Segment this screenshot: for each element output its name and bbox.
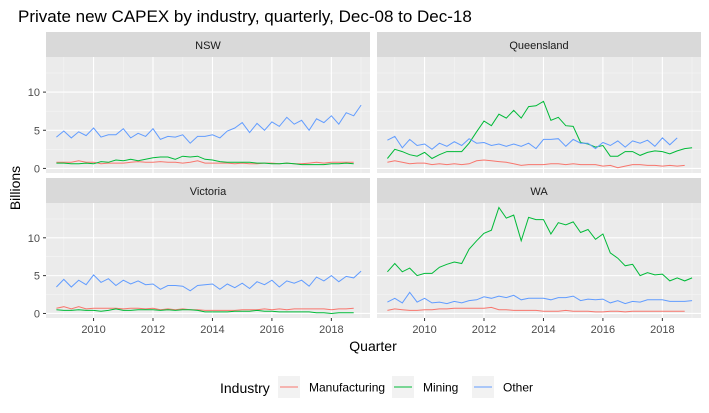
strip-label: NSW <box>195 40 221 52</box>
x-tick-label: 2010 <box>412 324 436 336</box>
y-tick-label: 5 <box>34 271 40 283</box>
panel-victoria: Victoria 0 5 10 2010 2012 2014 2016 2018 <box>28 178 370 336</box>
strip-victoria <box>46 178 370 203</box>
series-line-queensland-other <box>387 135 678 150</box>
series-line-wa-other <box>387 291 693 305</box>
strip-nsw <box>46 32 370 57</box>
strip-queensland <box>377 32 701 57</box>
panel-background <box>377 57 701 173</box>
series-line-victoria-other <box>56 270 362 292</box>
panel-queensland: Queensland <box>377 32 701 173</box>
y-tick-label: 10 <box>28 233 40 245</box>
x-tick-label: 2012 <box>141 324 165 336</box>
x-tick-label: 2014 <box>531 324 555 336</box>
legend-item-other: Other <box>472 376 533 398</box>
x-tick-label: 2018 <box>319 324 343 336</box>
series-line-queensland-mining <box>387 100 693 160</box>
legend-label: Other <box>503 381 533 395</box>
series-line-victoria-mining <box>56 308 354 315</box>
legend-item-mining: Mining <box>392 376 458 398</box>
x-tick-label: 2014 <box>200 324 224 336</box>
series-line-nsw-manufacturing <box>56 160 354 165</box>
x-tick-label: 2010 <box>81 324 105 336</box>
strip-label: Queensland <box>509 40 568 52</box>
legend-item-manufacturing: Manufacturing <box>278 376 385 398</box>
legend: Industry Manufacturing Mining Other <box>220 376 533 398</box>
x-tick-label: 2016 <box>591 324 615 336</box>
strip-label: WA <box>530 186 548 198</box>
series-line-wa-manufacturing <box>387 306 685 313</box>
x-axis-title: Quarter <box>349 338 397 354</box>
y-tick-label: 0 <box>34 308 40 320</box>
legend-label: Mining <box>423 381 458 395</box>
x-tick-label: 2018 <box>650 324 674 336</box>
series-line-nsw-mining <box>56 155 354 166</box>
panel-wa: WA 2010 2012 2014 2016 2018 <box>377 178 701 336</box>
y-axis-title: Billions <box>7 166 23 210</box>
y-tick-label: 10 <box>28 87 40 99</box>
panel-background <box>377 203 701 318</box>
y-tick-label: 5 <box>34 125 40 137</box>
panel-nsw: NSW 0 5 10 <box>28 32 370 175</box>
chart-title: Private new CAPEX by industry, quarterly… <box>18 7 472 26</box>
strip-wa <box>377 178 701 203</box>
series-line-wa-mining <box>387 206 693 282</box>
x-tick-label: 2016 <box>260 324 284 336</box>
panel-background <box>46 57 370 173</box>
facet-panels: NSW 0 5 10 Queensland Victoria 0 5 10 2010 2012 201… <box>28 32 701 336</box>
legend-title: Industry <box>220 380 270 396</box>
strip-label: Victoria <box>190 186 227 198</box>
x-tick-label: 2012 <box>472 324 496 336</box>
panel-background <box>46 203 370 318</box>
series-line-nsw-other <box>56 104 362 144</box>
y-tick-label: 0 <box>34 163 40 175</box>
series-line-queensland-manufacturing <box>387 159 685 169</box>
series-line-victoria-manufacturing <box>56 306 354 311</box>
legend-label: Manufacturing <box>309 381 385 395</box>
